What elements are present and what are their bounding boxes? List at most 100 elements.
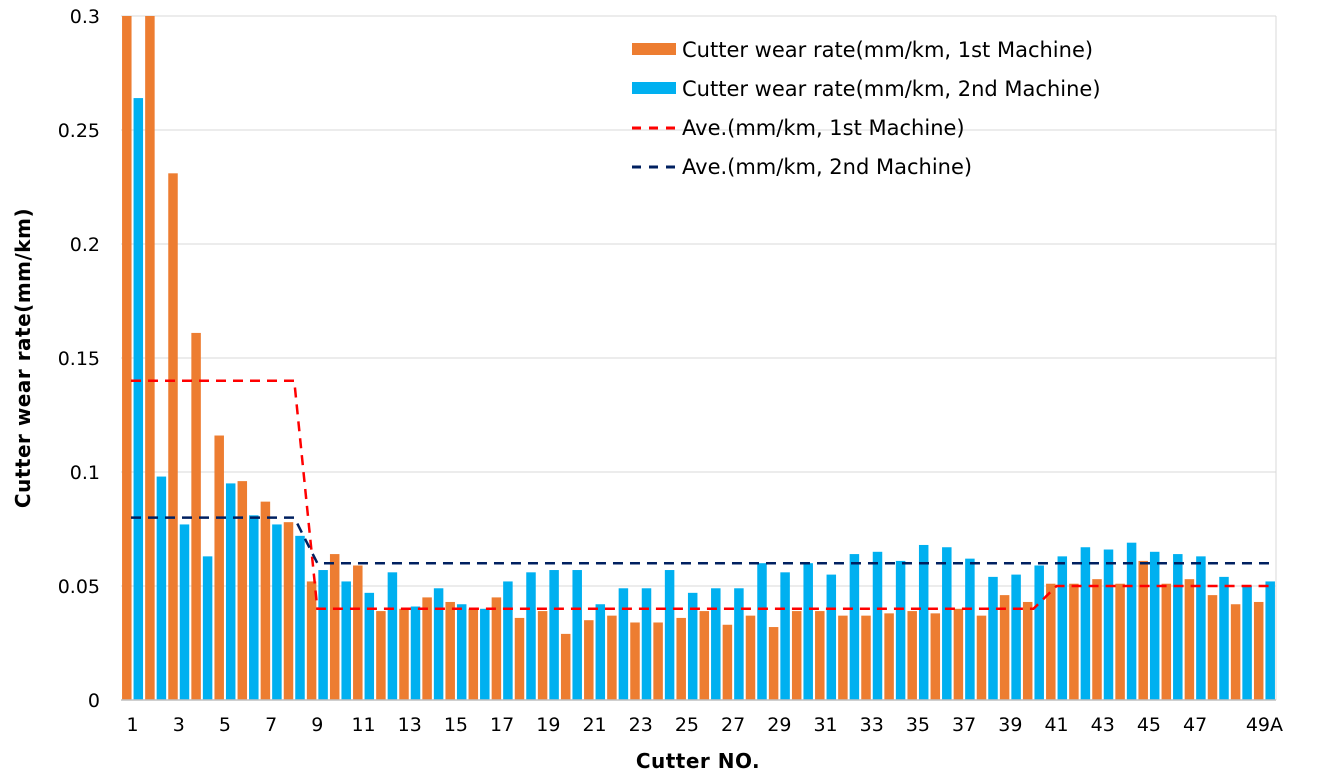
bar-2nd-machine <box>641 588 652 700</box>
legend-swatch <box>632 43 676 55</box>
x-tick-label: 7 <box>265 714 277 736</box>
x-tick-label: 25 <box>675 714 699 736</box>
average-lines <box>131 379 1272 611</box>
bar-1st-machine <box>861 615 871 700</box>
y-tick-label: 0.15 <box>58 348 100 370</box>
bar-2nd-machine <box>1080 547 1091 700</box>
average-line-1st-machine <box>131 379 1272 611</box>
bar-2nd-machine <box>387 572 398 700</box>
bar-2nd-machine <box>318 570 328 700</box>
bar-1st-machine <box>1115 583 1125 700</box>
bar-1st-machine <box>1184 579 1195 700</box>
y-tick-label: 0.25 <box>58 120 100 142</box>
bar-2nd-machine <box>618 588 629 700</box>
gridlines <box>121 15 1277 700</box>
legend: Cutter wear rate(mm/km, 1st Machine) Cutt… <box>632 38 1101 179</box>
x-tick-label: 21 <box>582 714 606 736</box>
bar-1st-machine <box>214 435 224 700</box>
x-tick-label: 41 <box>1044 714 1068 736</box>
bar-1st-machine <box>884 613 894 700</box>
bar-1st-machine <box>468 608 479 700</box>
bar-1st-machine <box>145 16 155 700</box>
legend-item: Ave.(mm/km, 2nd Machine) <box>632 155 972 179</box>
bar-1st-machine <box>930 613 941 700</box>
x-tick-label: 19 <box>536 714 560 736</box>
x-tick-label: 43 <box>1091 714 1115 736</box>
bar-1st-machine <box>1161 583 1172 700</box>
bar-2nd-machine <box>341 581 351 700</box>
x-tick-label: 23 <box>629 714 653 736</box>
axes: 00.050.10.150.20.250.31 3 5 7 9 11 13 15 17 19 21 2… <box>58 6 1283 736</box>
bar-1st-machine <box>607 615 617 700</box>
bar-2nd-machine <box>849 554 860 700</box>
bar-1st-machine <box>1230 604 1241 700</box>
bar-2nd-machine <box>1011 574 1021 700</box>
bar-1st-machine <box>422 597 432 700</box>
legend-label: Cutter wear rate(mm/km, 1st Machine) <box>682 38 1093 62</box>
bars <box>122 16 1275 700</box>
average-line-2nd-machine <box>131 516 1272 565</box>
bar-2nd-machine <box>549 570 559 700</box>
bar-2nd-machine <box>1242 586 1252 700</box>
bar-1st-machine <box>1207 595 1218 700</box>
bar-2nd-machine <box>895 560 906 700</box>
x-tick-label: 35 <box>906 714 930 736</box>
legend-label: Ave.(mm/km, 1st Machine) <box>682 116 965 140</box>
bar-2nd-machine <box>133 98 144 700</box>
bar-2nd-machine <box>179 524 190 700</box>
bar-1st-machine <box>537 611 548 700</box>
legend-swatch <box>632 82 676 94</box>
bar-2nd-machine <box>988 576 998 700</box>
bar-1st-machine <box>168 173 178 700</box>
bar-2nd-machine <box>1196 556 1206 700</box>
bar-1st-machine <box>260 501 271 700</box>
x-tick-label: 49A <box>1246 714 1283 736</box>
bar-1st-machine <box>953 608 964 700</box>
bar-2nd-machine <box>595 604 606 700</box>
bar-2nd-machine <box>965 558 975 700</box>
x-tick-label: 9 <box>311 714 323 736</box>
bar-1st-machine <box>399 608 409 700</box>
bar-1st-machine <box>699 611 710 700</box>
y-tick-label: 0.1 <box>70 462 100 484</box>
bar-2nd-machine <box>526 572 536 700</box>
bar-1st-machine <box>376 611 386 700</box>
bar-2nd-machine <box>1126 542 1137 700</box>
bar-2nd-machine <box>202 556 213 700</box>
bar-1st-machine <box>353 565 363 700</box>
bar-1st-machine <box>237 481 248 700</box>
legend-label: Cutter wear rate(mm/km, 2nd Machine) <box>682 77 1101 101</box>
bar-2nd-machine <box>503 581 513 700</box>
legend-item: Cutter wear rate(mm/km, 1st Machine) <box>632 38 1093 62</box>
bar-1st-machine <box>999 595 1010 700</box>
y-tick-label: 0.05 <box>58 576 100 598</box>
bar-2nd-machine <box>249 515 259 700</box>
x-tick-label: 17 <box>490 714 514 736</box>
bar-2nd-machine <box>572 570 582 700</box>
bar-2nd-machine <box>1034 565 1044 700</box>
legend-item: Ave.(mm/km, 1st Machine) <box>632 116 965 140</box>
bar-2nd-machine <box>1173 554 1183 700</box>
x-tick-label: 5 <box>219 714 231 736</box>
x-tick-label: 29 <box>767 714 791 736</box>
x-tick-label: 37 <box>952 714 976 736</box>
bar-1st-machine <box>676 617 686 700</box>
x-tick-label: 15 <box>444 714 468 736</box>
bar-1st-machine <box>514 617 525 700</box>
y-tick-label: 0.2 <box>70 234 100 256</box>
x-tick-label: 27 <box>721 714 745 736</box>
bar-2nd-machine <box>711 588 721 700</box>
x-axis-title: Cutter NO. <box>636 749 760 773</box>
bar-1st-machine <box>1022 601 1033 700</box>
bar-2nd-machine <box>480 608 490 700</box>
y-axis-title: Cutter wear rate(mm/km) <box>11 208 35 508</box>
bar-1st-machine <box>815 611 825 700</box>
bar-1st-machine <box>122 16 132 700</box>
x-tick-label: 45 <box>1137 714 1161 736</box>
legend-label: Ave.(mm/km, 2nd Machine) <box>682 155 972 179</box>
bar-1st-machine <box>445 601 455 700</box>
bar-1st-machine <box>838 615 848 700</box>
x-tick-label: 47 <box>1183 714 1207 736</box>
bar-1st-machine <box>1069 583 1079 700</box>
